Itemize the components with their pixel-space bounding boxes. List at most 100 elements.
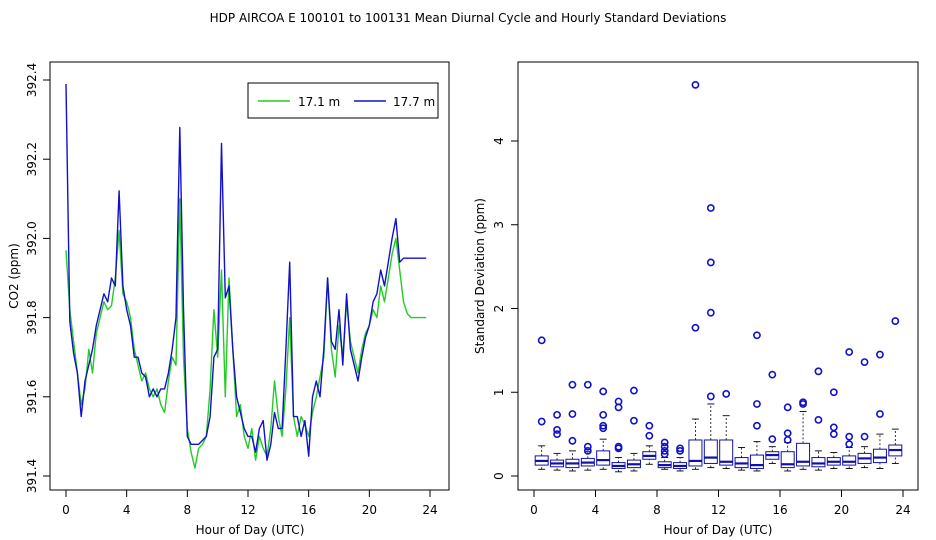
box-24 — [888, 317, 903, 464]
outlier-point — [568, 380, 577, 389]
box-1 — [534, 336, 549, 470]
boxplot-x-label: Hour of Day (UTC) — [664, 523, 773, 537]
outlier-point — [614, 397, 623, 406]
legend-entry-1: 17.1 m — [298, 95, 340, 109]
outlier-point — [691, 80, 700, 89]
y-tick-label: 392.2 — [25, 142, 39, 176]
outlier-point — [829, 388, 838, 397]
line-chart-x-axis: 0 4 8 12 16 20 24 — [62, 490, 438, 517]
box-20 — [826, 388, 841, 469]
outlier-point — [829, 430, 838, 439]
series-line-2 — [65, 83, 427, 461]
box-body — [596, 450, 611, 466]
box-10 — [673, 444, 688, 472]
box-body — [688, 439, 703, 467]
x-tick-label: 12 — [240, 503, 255, 517]
y-tick-label: 391.6 — [25, 380, 39, 414]
outlier-point — [706, 308, 715, 317]
outlier-point — [829, 423, 838, 432]
outlier-point — [706, 258, 715, 267]
box-body — [872, 448, 887, 464]
y-tick-label: 392.0 — [25, 221, 39, 255]
y-tick-label: 391.8 — [25, 300, 39, 334]
box-body — [749, 454, 764, 469]
line-chart-series — [65, 83, 427, 469]
box-11 — [688, 80, 703, 470]
outlier-point — [660, 446, 669, 455]
boxplot-y-axis: 0 1 2 3 4 — [492, 137, 518, 480]
x-tick-label: 12 — [711, 503, 726, 517]
outlier-point — [630, 386, 638, 395]
outlier-point — [599, 387, 608, 396]
y-tick-label: 3 — [492, 221, 506, 229]
outlier-point — [845, 432, 854, 441]
outlier-point — [568, 436, 577, 445]
box-body — [719, 439, 734, 466]
box-12 — [703, 204, 718, 469]
outlier-point — [583, 446, 592, 455]
outlier-point — [614, 442, 623, 451]
outlier-point — [599, 410, 608, 419]
box-17 — [780, 403, 795, 472]
x-tick-label: 0 — [62, 503, 70, 517]
box-body — [703, 439, 718, 464]
box-body — [796, 442, 811, 467]
outlier-point — [891, 317, 900, 325]
outlier-point — [645, 431, 654, 440]
x-tick-label: 8 — [653, 503, 661, 517]
outlier-point — [553, 410, 561, 419]
x-tick-label: 4 — [592, 503, 600, 517]
y-tick-label: 0 — [492, 472, 506, 480]
box-body — [811, 457, 826, 468]
x-tick-label: 16 — [301, 503, 316, 517]
y-tick-label: 1 — [492, 388, 506, 396]
y-tick-label: 4 — [492, 137, 506, 145]
series-line-1 — [65, 198, 427, 469]
outlier-point — [814, 415, 823, 424]
outlier-point — [568, 410, 577, 418]
outlier-point — [768, 370, 777, 379]
y-tick-label: 392.4 — [25, 63, 39, 97]
outlier-point — [799, 398, 807, 407]
outlier-point — [583, 442, 592, 451]
box-21 — [842, 348, 857, 469]
x-tick-label: 24 — [895, 503, 910, 517]
outlier-point — [814, 367, 823, 376]
x-tick-label: 8 — [184, 503, 192, 517]
boxplot-y-label: Standard Deviation (ppm) — [473, 198, 487, 354]
outlier-point — [660, 450, 669, 459]
outlier-point — [706, 204, 715, 212]
outlier-point — [722, 390, 731, 398]
outlier-point — [553, 426, 561, 434]
box-7 — [626, 386, 641, 472]
outlier-point — [860, 432, 869, 441]
x-tick-label: 20 — [362, 503, 377, 517]
box-body — [842, 455, 857, 466]
legend: 17.1 m 17.7 m — [247, 82, 439, 119]
outlier-point — [876, 350, 884, 359]
outlier-point — [753, 331, 761, 340]
y-tick-label: 391.4 — [25, 459, 39, 493]
outlier-point — [630, 416, 638, 425]
outlier-point — [537, 336, 546, 345]
box-18 — [796, 398, 811, 470]
outlier-point — [660, 442, 669, 451]
box-9 — [657, 438, 672, 470]
box-8 — [642, 421, 657, 465]
box-22 — [857, 358, 872, 469]
outlier-point — [599, 424, 608, 433]
outlier-point — [645, 421, 654, 430]
line-chart-frame — [49, 61, 450, 491]
line-chart-y-label: CO2 (ppm) — [7, 243, 21, 309]
box-15 — [749, 331, 764, 472]
box-13 — [719, 390, 734, 469]
outlier-point — [860, 358, 869, 366]
box-19 — [811, 367, 826, 471]
box-23 — [872, 350, 887, 469]
outlier-point — [553, 430, 561, 439]
outlier-point — [691, 323, 700, 332]
outlier-point — [537, 417, 546, 426]
box-4 — [580, 380, 595, 471]
line-chart-x-label: Hour of Day (UTC) — [196, 523, 305, 537]
